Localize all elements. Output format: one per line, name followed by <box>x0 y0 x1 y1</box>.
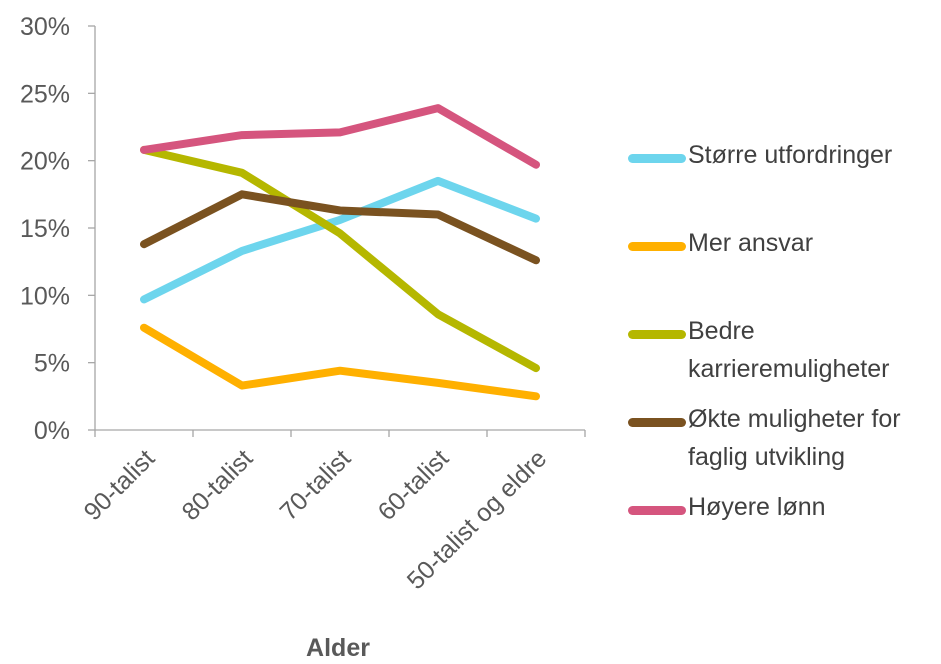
legend-swatch <box>628 330 686 339</box>
legend-label: Økte muligheter for faglig utvikling <box>688 405 901 471</box>
y-axis: 0% 5% 10% 15% 20% 25% 30% <box>20 13 96 445</box>
series-line-2 <box>140 323 540 401</box>
legend-item: Mer ansvar <box>628 228 938 262</box>
series-line-4 <box>140 190 540 265</box>
legend-swatch <box>628 242 686 251</box>
legend-swatch <box>628 506 686 515</box>
y-tick-label: 0% <box>34 417 70 445</box>
x-tick-label: 90-talist <box>79 444 161 526</box>
x-tick-label: 80-talist <box>177 444 259 526</box>
legend-label: Mer ansvar <box>688 229 814 257</box>
y-tick-label: 20% <box>20 148 70 176</box>
legend-label: Høyere lønn <box>688 493 826 521</box>
x-axis: 90-talist 80-talist 70-talist 60-talist50-t… <box>79 429 586 595</box>
x-tick-label: 60-talist <box>373 444 455 526</box>
legend-label: Bedre karrieremuligheter <box>688 317 890 383</box>
y-tick-label: 5% <box>34 350 70 378</box>
y-tick-label: 25% <box>20 80 70 108</box>
legend-item: Bedre karrieremuligheter <box>628 316 938 388</box>
legend-swatch <box>628 418 686 427</box>
legend-swatch <box>628 154 686 163</box>
series-lines <box>140 104 540 401</box>
legend-label: Større utfordringer <box>688 141 893 169</box>
series-line-5 <box>140 104 540 169</box>
x-axis-title: Alder <box>306 634 370 662</box>
legend-item: Større utfordringer <box>628 140 938 174</box>
y-tick-label: 10% <box>20 282 70 310</box>
y-tick-label: 15% <box>20 215 70 243</box>
legend-item: Høyere lønn <box>628 492 938 526</box>
series-line-3 <box>140 145 540 373</box>
y-tick-label: 30% <box>20 13 70 41</box>
x-tick-label: 70-talist <box>275 444 357 526</box>
legend-item: Økte muligheter for faglig utvikling <box>628 404 938 476</box>
series-line-1 <box>140 176 540 304</box>
